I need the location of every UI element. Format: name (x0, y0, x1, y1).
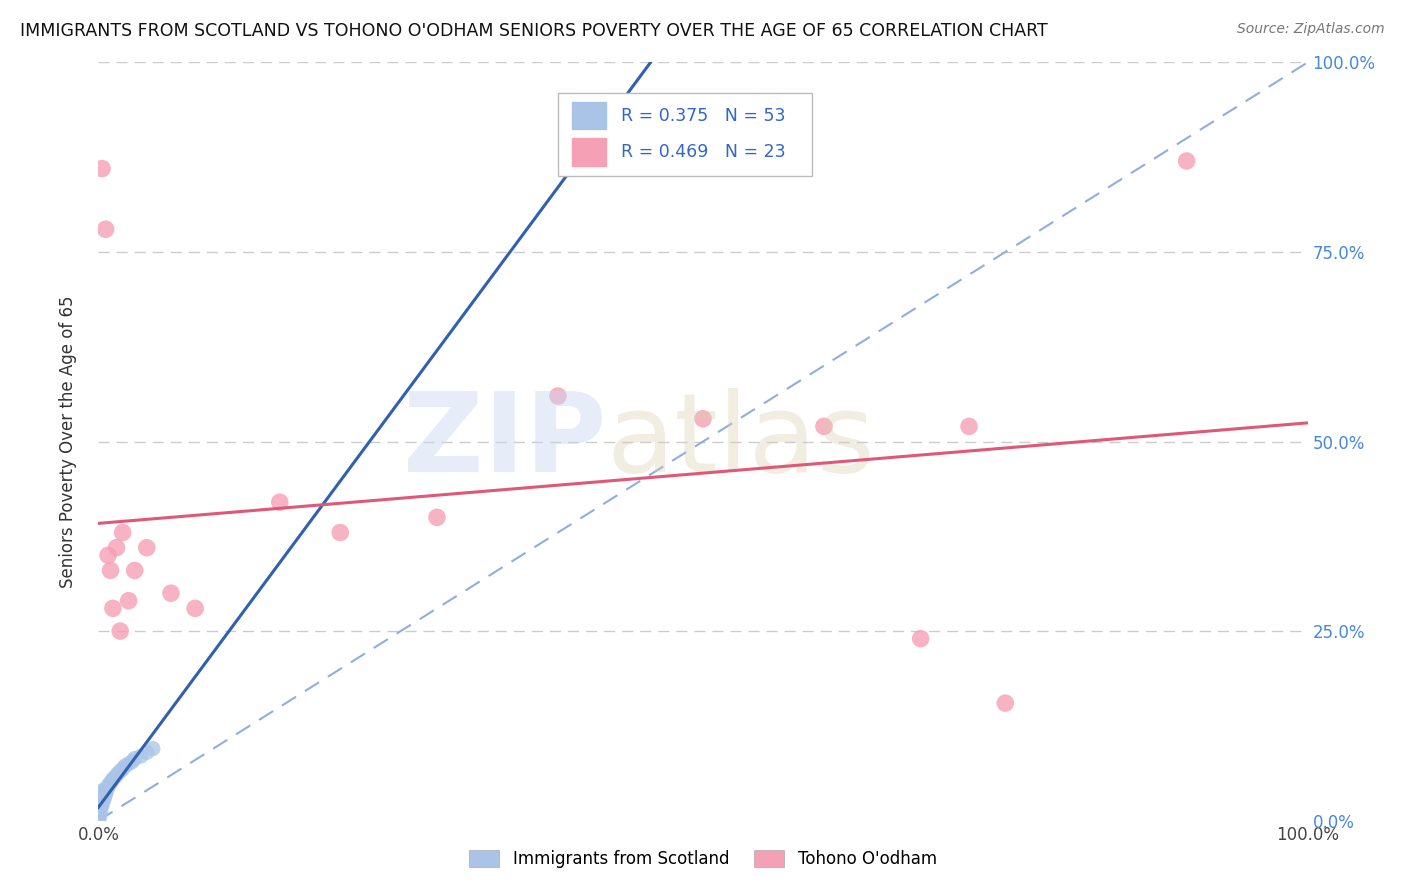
Point (142, 741, 165, 756)
Point (124, 564, 146, 578)
Point (108, 764, 131, 779)
Point (89, 797, 111, 811)
Point (91, 795, 114, 809)
Y-axis label: Seniors Poverty Over the Age of 65: Seniors Poverty Over the Age of 65 (59, 295, 77, 588)
Text: IMMIGRANTS FROM SCOTLAND VS TOHONO O'ODHAM SENIORS POVERTY OVER THE AGE OF 65 CO: IMMIGRANTS FROM SCOTLAND VS TOHONO O'ODH… (20, 22, 1047, 40)
Point (89, 795, 111, 809)
Point (94, 781, 117, 796)
Point (426, 510, 449, 524)
Point (269, 495, 291, 509)
Point (98, 777, 121, 791)
Point (93, 791, 115, 805)
Text: R = 0.375   N = 53: R = 0.375 N = 53 (621, 106, 786, 125)
Point (89, 802, 111, 816)
Point (97, 548, 120, 563)
Point (87, 814, 110, 828)
Point (87, 810, 110, 824)
Point (91, 161, 114, 176)
Point (118, 756, 141, 771)
Point (114, 759, 136, 773)
Point (91, 792, 114, 806)
Point (89, 810, 111, 824)
Point (89, 806, 111, 821)
Point (1175, 153, 1198, 168)
Point (89, 791, 111, 805)
Point (100, 564, 122, 578)
Point (87, 811, 110, 825)
Point (87, 802, 110, 816)
Point (121, 755, 143, 769)
Point (87, 812, 110, 826)
Point (90, 789, 112, 804)
Point (994, 696, 1017, 710)
Point (91, 783, 114, 797)
Point (91, 787, 114, 801)
Point (160, 586, 183, 600)
Point (87, 814, 110, 828)
Point (184, 601, 207, 615)
Point (111, 762, 134, 776)
FancyBboxPatch shape (558, 93, 811, 177)
Point (108, 624, 131, 639)
Point (104, 770, 127, 784)
Text: atlas: atlas (606, 388, 875, 495)
Point (87, 814, 110, 828)
Point (957, 419, 980, 434)
Point (93, 785, 115, 799)
Point (135, 541, 157, 555)
Point (89, 787, 111, 801)
Point (90, 800, 112, 814)
Text: Source: ZipAtlas.com: Source: ZipAtlas.com (1237, 22, 1385, 37)
Legend: Immigrants from Scotland, Tohono O'odham: Immigrants from Scotland, Tohono O'odham (463, 843, 943, 875)
Point (813, 419, 835, 434)
Point (87, 806, 110, 821)
Point (91, 789, 114, 804)
Point (87, 807, 110, 822)
Point (97, 780, 120, 794)
Point (101, 601, 124, 615)
Point (90, 795, 112, 809)
Point (547, 389, 569, 403)
Point (87, 797, 110, 811)
Point (94, 222, 117, 236)
Point (129, 749, 152, 764)
Point (105, 541, 128, 555)
Point (111, 525, 134, 540)
Point (91, 798, 114, 813)
Point (692, 412, 714, 426)
Point (89, 807, 111, 822)
Point (94, 787, 117, 801)
Text: R = 0.469   N = 23: R = 0.469 N = 23 (621, 143, 786, 161)
Point (87, 800, 110, 814)
Point (124, 751, 146, 765)
Point (107, 766, 129, 780)
Text: ZIP: ZIP (404, 388, 606, 495)
Point (101, 772, 124, 786)
Point (87, 798, 110, 813)
Bar (572, 102, 606, 129)
Point (89, 800, 111, 814)
Bar (572, 138, 606, 166)
Point (329, 525, 352, 540)
Point (118, 594, 141, 608)
Point (87, 805, 110, 819)
Point (910, 632, 932, 646)
Point (100, 774, 122, 789)
Point (96, 783, 118, 797)
Point (135, 746, 157, 760)
Point (90, 805, 112, 819)
Point (100, 776, 122, 790)
